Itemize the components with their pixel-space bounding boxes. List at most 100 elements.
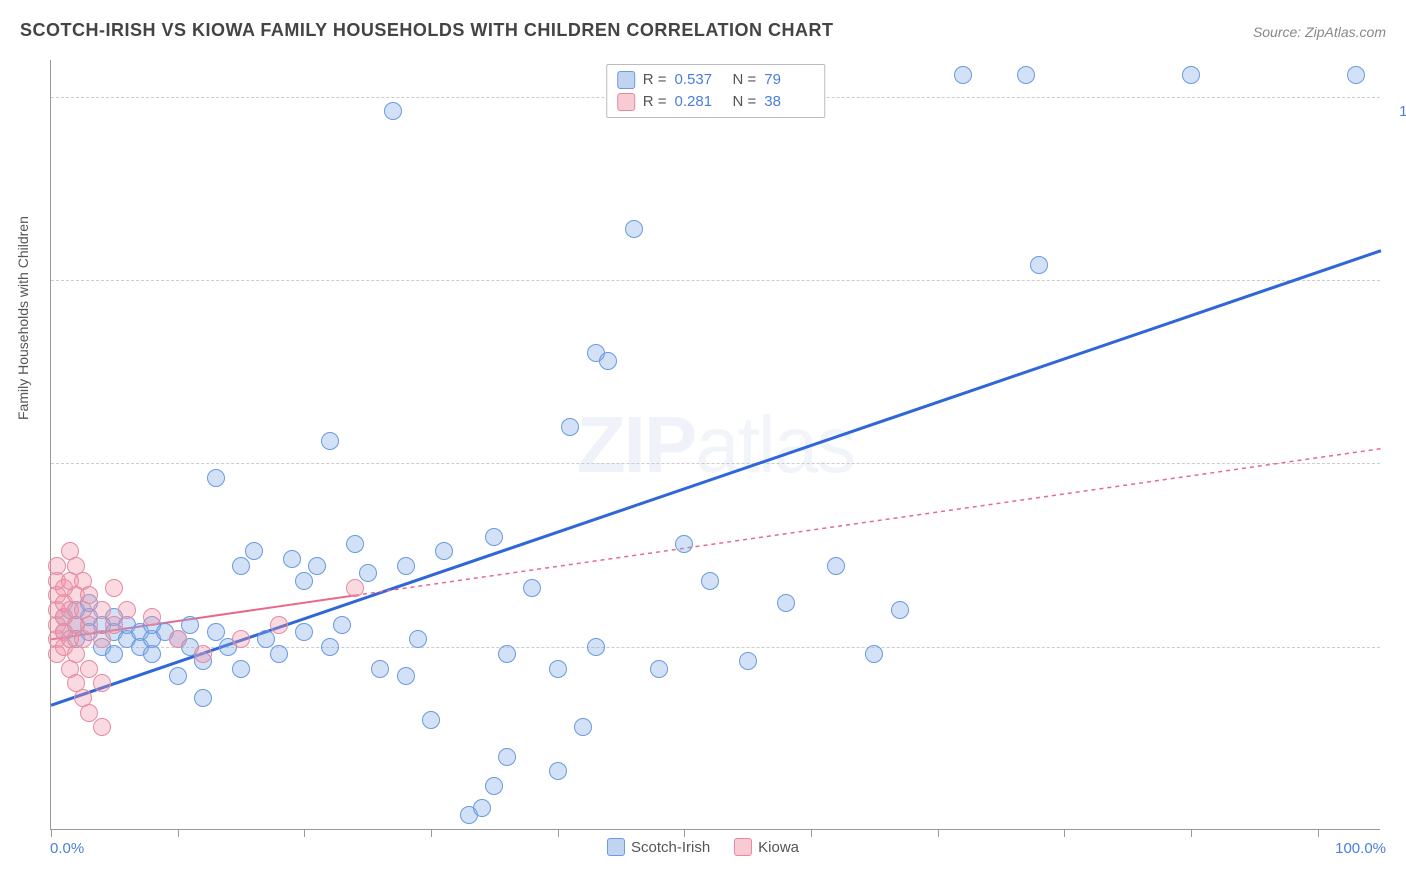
watermark-light: atlas <box>695 400 854 489</box>
scatter-point <box>397 557 415 575</box>
scatter-point <box>48 557 66 575</box>
scatter-point <box>371 660 389 678</box>
scatter-point <box>435 542 453 560</box>
legend-swatch <box>607 838 625 856</box>
scatter-point <box>333 616 351 634</box>
scatter-point <box>549 762 567 780</box>
trend-line <box>51 251 1381 706</box>
scatter-point <box>308 557 326 575</box>
scatter-point <box>1017 66 1035 84</box>
gridline <box>51 280 1380 281</box>
scatter-point <box>384 102 402 120</box>
scatter-point <box>321 432 339 450</box>
series-swatch <box>617 93 635 111</box>
scatter-point <box>283 550 301 568</box>
scatter-point <box>232 660 250 678</box>
scatter-point <box>105 579 123 597</box>
scatter-point <box>143 645 161 663</box>
scatter-point <box>257 630 275 648</box>
x-tick <box>558 829 559 837</box>
scatter-point <box>80 660 98 678</box>
scatter-point <box>143 608 161 626</box>
scatter-point <box>207 623 225 641</box>
stat-row: R =0.281N =38 <box>617 91 815 113</box>
x-tick <box>51 829 52 837</box>
scatter-point <box>181 616 199 634</box>
watermark-bold: ZIP <box>577 400 695 489</box>
stat-row: R = 0.537 N = 79 <box>617 69 815 91</box>
y-tick-label: 100.0% <box>1399 103 1406 120</box>
scatter-point <box>80 616 98 634</box>
scatter-point <box>409 630 427 648</box>
scatter-point <box>232 557 250 575</box>
legend-bottom: Scotch-Irish Kiowa <box>607 838 799 856</box>
scatter-point <box>625 220 643 238</box>
scatter-point <box>232 630 250 648</box>
x-tick <box>1318 829 1319 837</box>
scatter-point <box>498 748 516 766</box>
scatter-point <box>105 616 123 634</box>
scatter-point <box>675 535 693 553</box>
x-axis-start-label: 0.0% <box>50 840 84 857</box>
scatter-point <box>701 572 719 590</box>
scatter-point <box>93 674 111 692</box>
scatter-point <box>1347 66 1365 84</box>
scatter-point <box>80 704 98 722</box>
scatter-point <box>599 352 617 370</box>
legend-item: Kiowa <box>734 838 799 856</box>
scatter-point <box>865 645 883 663</box>
scatter-point <box>777 594 795 612</box>
scatter-point <box>498 645 516 663</box>
watermark: ZIPatlas <box>577 399 854 491</box>
legend-item: Scotch-Irish <box>607 838 710 856</box>
scatter-point <box>295 623 313 641</box>
scatter-point <box>321 638 339 656</box>
source-attribution: Source: ZipAtlas.com <box>1253 24 1386 40</box>
scatter-point <box>245 542 263 560</box>
scatter-point <box>93 601 111 619</box>
n-value: 38 <box>764 91 814 113</box>
scatter-point <box>169 630 187 648</box>
scatter-point <box>561 418 579 436</box>
gridline <box>51 647 1380 648</box>
scatter-point <box>397 667 415 685</box>
plot-area: ZIPatlas 25.0%50.0%75.0%100.0% R =0.537N… <box>50 60 1380 830</box>
legend-series-name: Scotch-Irish <box>631 839 710 856</box>
r-value: 0.281 <box>675 91 725 113</box>
scatter-point <box>194 645 212 663</box>
scatter-point <box>1182 66 1200 84</box>
scatter-point <box>954 66 972 84</box>
scatter-point <box>207 469 225 487</box>
scatter-point <box>1030 256 1048 274</box>
r-label: R = <box>643 69 667 91</box>
y-axis-label: Family Households with Children <box>15 216 31 420</box>
gridline <box>51 463 1380 464</box>
legend-series-name: Kiowa <box>758 839 799 856</box>
scatter-point <box>270 645 288 663</box>
scatter-point <box>485 528 503 546</box>
scatter-point <box>80 586 98 604</box>
x-tick <box>811 829 812 837</box>
scatter-point <box>270 616 288 634</box>
trend-line-extension <box>355 449 1381 596</box>
scatter-point <box>93 630 111 648</box>
scatter-point <box>93 718 111 736</box>
n-label: N = <box>733 91 757 113</box>
n-value: 79 <box>764 69 814 91</box>
scatter-point <box>359 564 377 582</box>
scatter-point <box>650 660 668 678</box>
scatter-point <box>169 667 187 685</box>
r-value: 0.537 <box>675 69 725 91</box>
chart-title: SCOTCH-IRISH VS KIOWA FAMILY HOUSEHOLDS … <box>20 20 834 41</box>
scatter-point <box>587 638 605 656</box>
x-tick <box>178 829 179 837</box>
x-axis-end-label: 100.0% <box>1335 840 1386 857</box>
n-label: N = <box>733 69 757 91</box>
trend-lines-svg <box>51 60 1381 830</box>
legend-swatch <box>734 838 752 856</box>
scatter-point <box>891 601 909 619</box>
scatter-point <box>346 579 364 597</box>
x-tick <box>304 829 305 837</box>
x-tick <box>938 829 939 837</box>
scatter-point <box>827 557 845 575</box>
